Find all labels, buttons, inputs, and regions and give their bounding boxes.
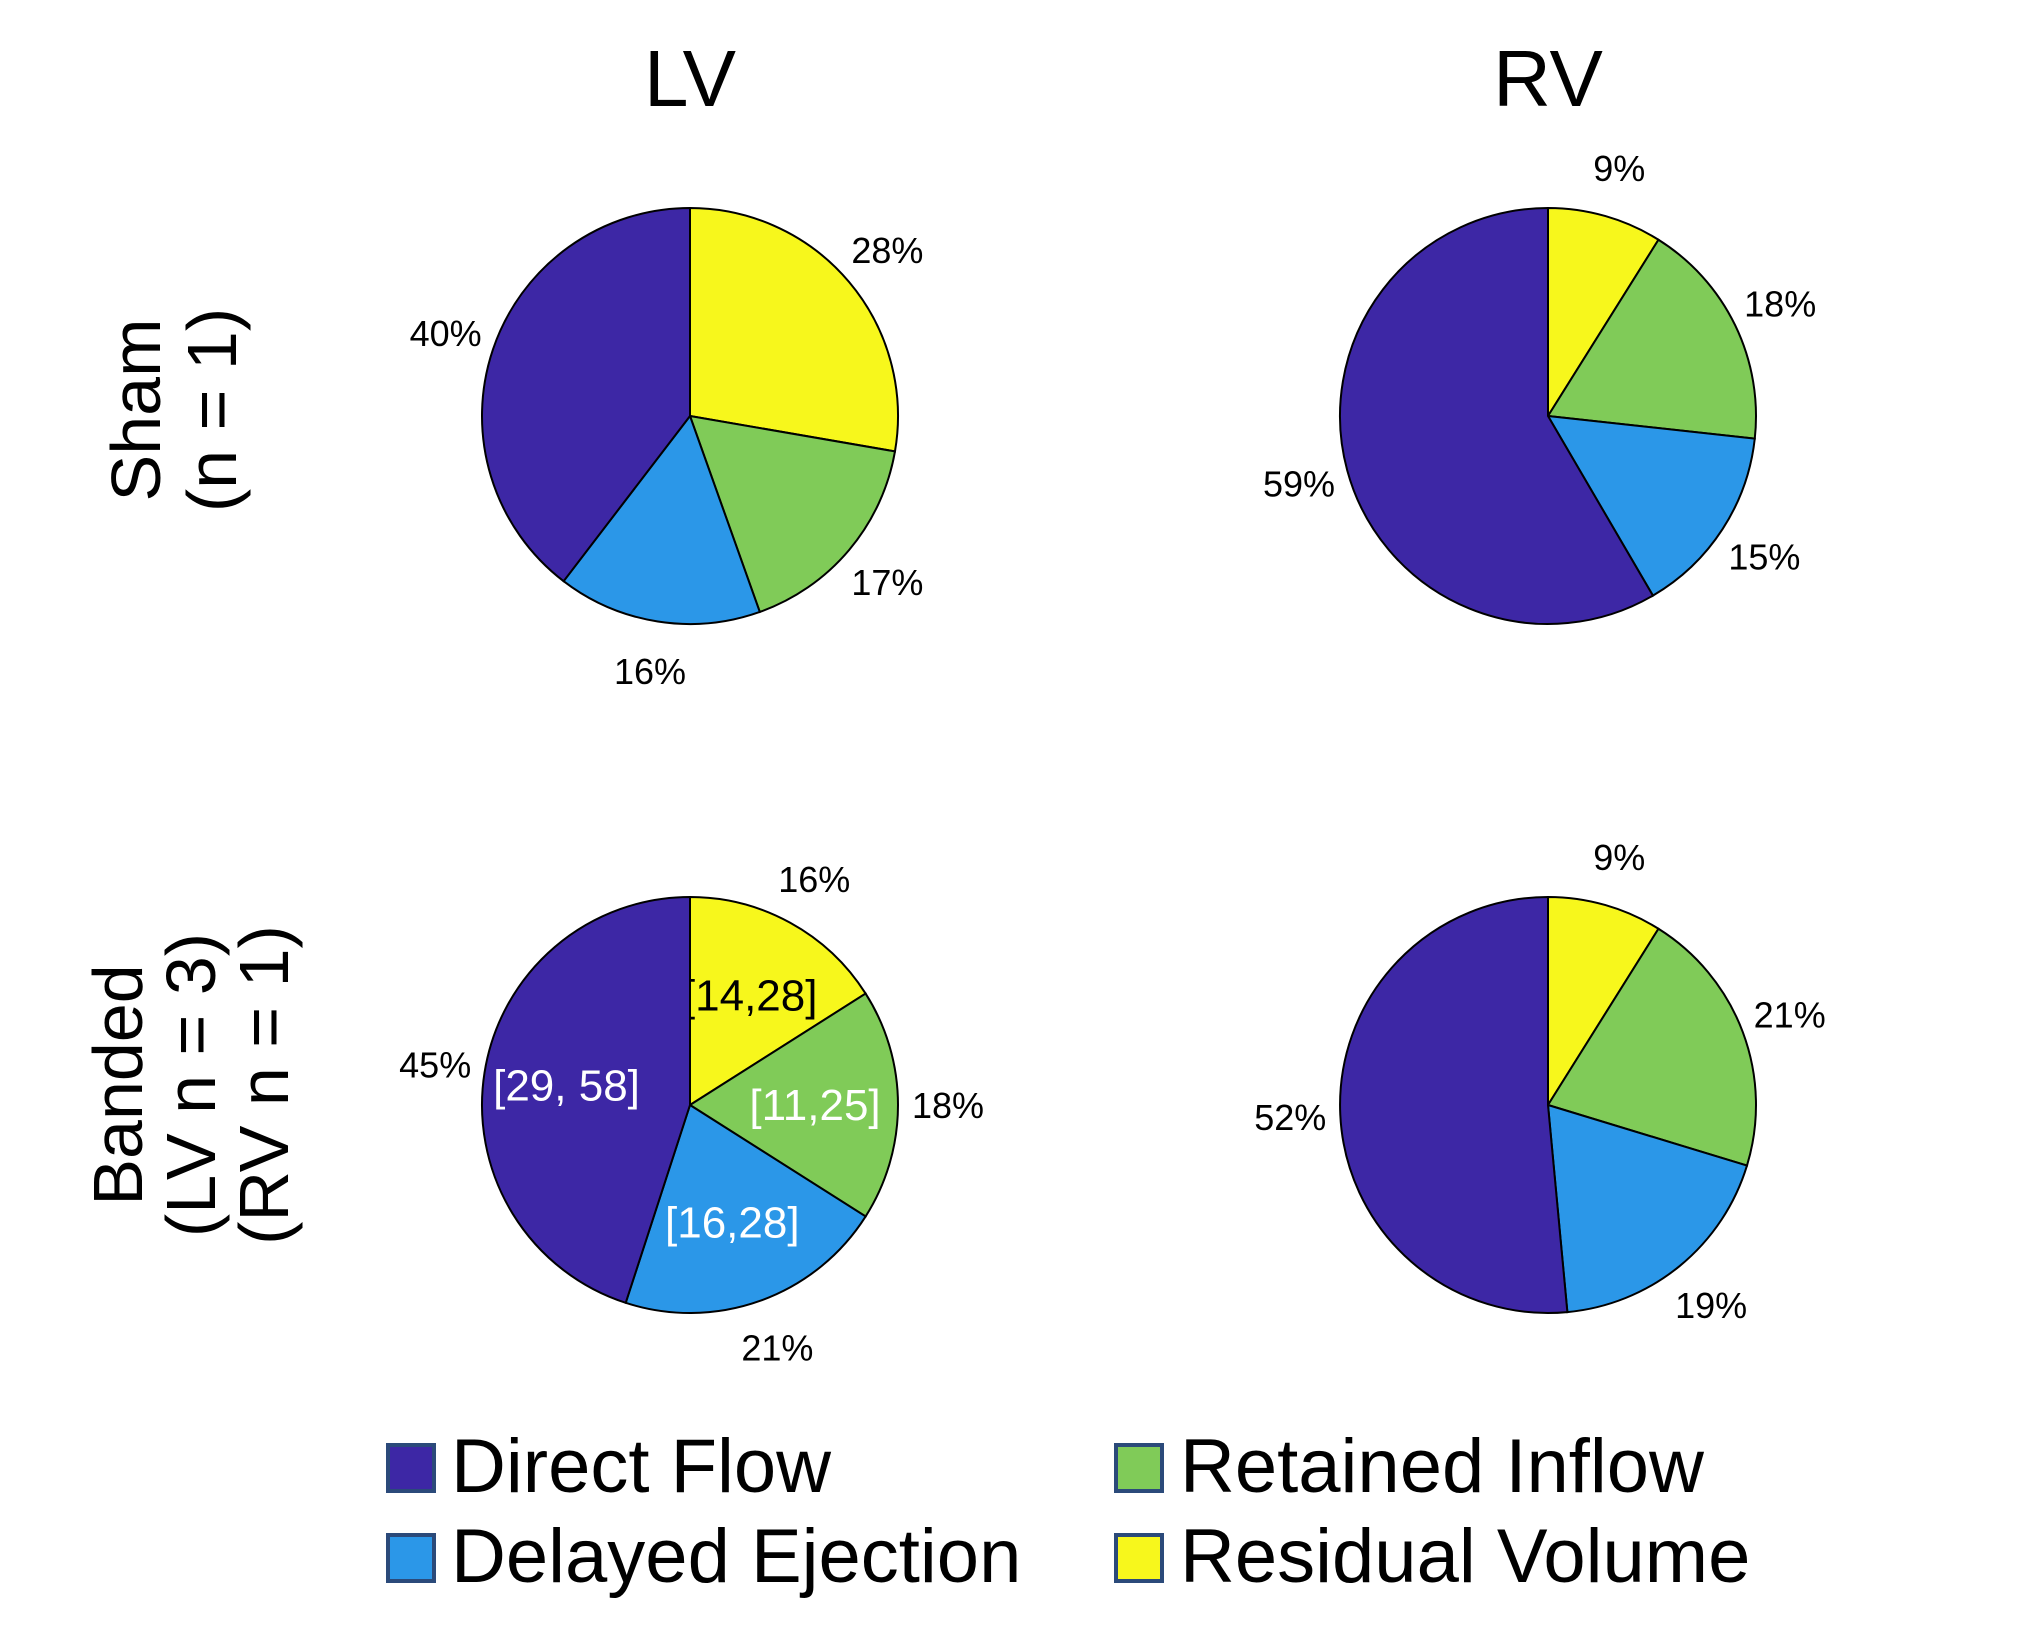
pie-percent-label: 16% — [614, 651, 686, 692]
legend-label-retained-inflow: Retained Inflow — [1180, 1424, 1705, 1509]
row-title-banded-line-2: (LV n = 3) — [152, 933, 230, 1237]
legend-swatch-direct-flow — [386, 1443, 436, 1493]
legend: Direct Flow Retained Inflow Delayed Ejec… — [386, 1424, 1750, 1599]
pie-percent-label: 45% — [399, 1045, 471, 1086]
row-title-banded-line-1: Banded — [79, 964, 157, 1205]
pie-sham-rv: 9% 18% 15% 59% — [1263, 148, 1816, 625]
pie-percent-label: 9% — [1593, 148, 1645, 189]
row-title-sham-line-2: (n = 1) — [173, 308, 251, 512]
row-title-sham: Sham (n = 1) — [97, 308, 251, 512]
pie-slice-delayed-ejection — [562, 413, 762, 625]
pie-slice-retained-inflow — [1546, 238, 1758, 440]
pie-slice-retained-inflow — [688, 992, 899, 1218]
pie-range-label: [11,25] — [749, 1081, 880, 1130]
pie-slice-delayed-ejection — [1546, 414, 1756, 597]
pie-percent-label: 19% — [1675, 1285, 1747, 1326]
pie-slice-direct-flow — [481, 895, 691, 1305]
pie-slice-residual-volume — [1547, 206, 1660, 420]
row-title-banded: Banded (LV n = 3) (RV n = 1) — [79, 925, 303, 1245]
legend-label-residual-volume: Residual Volume — [1180, 1514, 1750, 1599]
pie-sham-lv: 28% 17% 16% 40% — [410, 206, 923, 692]
pie-banded-lv: 16% [14,28] 18% [11,25] 21% [16,28] 45% [29, 58… — [399, 859, 984, 1369]
pie-percent-label: 16% — [778, 859, 850, 900]
pie-slice-residual-volume — [689, 206, 899, 453]
pie-percent-label: 17% — [851, 562, 923, 603]
row-title-sham-line-1: Sham — [97, 319, 175, 502]
legend-label-direct-flow: Direct Flow — [451, 1424, 832, 1509]
row-title-banded-line-3: (RV n = 1) — [225, 925, 303, 1245]
pie-range-label: [14,28] — [683, 972, 818, 1021]
pie-range-label: [29, 58] — [493, 1061, 640, 1110]
pie-percent-label: 59% — [1263, 463, 1335, 504]
pie-percent-label: 15% — [1728, 536, 1800, 577]
pie-slice-delayed-ejection — [1546, 1103, 1749, 1314]
pie-slice-residual-volume — [1547, 895, 1660, 1109]
pie-percent-label: 21% — [1754, 995, 1826, 1036]
pie-percent-label: 40% — [410, 313, 482, 354]
column-title-lv: LV — [644, 34, 737, 123]
pie-percent-label: 18% — [1744, 284, 1816, 325]
pie-percent-label: 21% — [741, 1328, 813, 1369]
pie-slice-retained-inflow — [688, 414, 897, 614]
pie-slice-direct-flow — [1339, 206, 1655, 625]
pie-percent-label: 52% — [1254, 1097, 1326, 1138]
pie-percent-label: 28% — [851, 230, 923, 271]
pie-slice-retained-inflow — [1546, 927, 1757, 1167]
pie-slice-direct-flow — [1339, 895, 1569, 1314]
legend-swatch-retained-inflow — [1114, 1443, 1164, 1493]
pie-percent-label: 9% — [1593, 837, 1645, 878]
legend-swatch-delayed-ejection — [386, 1533, 436, 1583]
pie-slice-delayed-ejection — [624, 1103, 868, 1314]
pie-range-label: [16,28] — [665, 1199, 800, 1248]
pie-slice-residual-volume — [689, 895, 868, 1107]
pie-slice-direct-flow — [481, 206, 691, 583]
column-title-rv: RV — [1493, 34, 1603, 123]
legend-swatch-residual-volume — [1114, 1533, 1164, 1583]
pie-banded-rv: 9% 21% 19% 52% — [1254, 837, 1825, 1326]
legend-label-delayed-ejection: Delayed Ejection — [451, 1514, 1021, 1599]
pie-percent-label: 18% — [912, 1085, 984, 1126]
